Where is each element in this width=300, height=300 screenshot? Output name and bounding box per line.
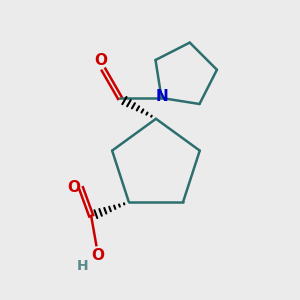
Text: O: O bbox=[67, 180, 80, 195]
Text: H: H bbox=[77, 259, 89, 272]
Text: N: N bbox=[155, 89, 168, 104]
Text: O: O bbox=[94, 53, 107, 68]
Text: O: O bbox=[91, 248, 104, 263]
